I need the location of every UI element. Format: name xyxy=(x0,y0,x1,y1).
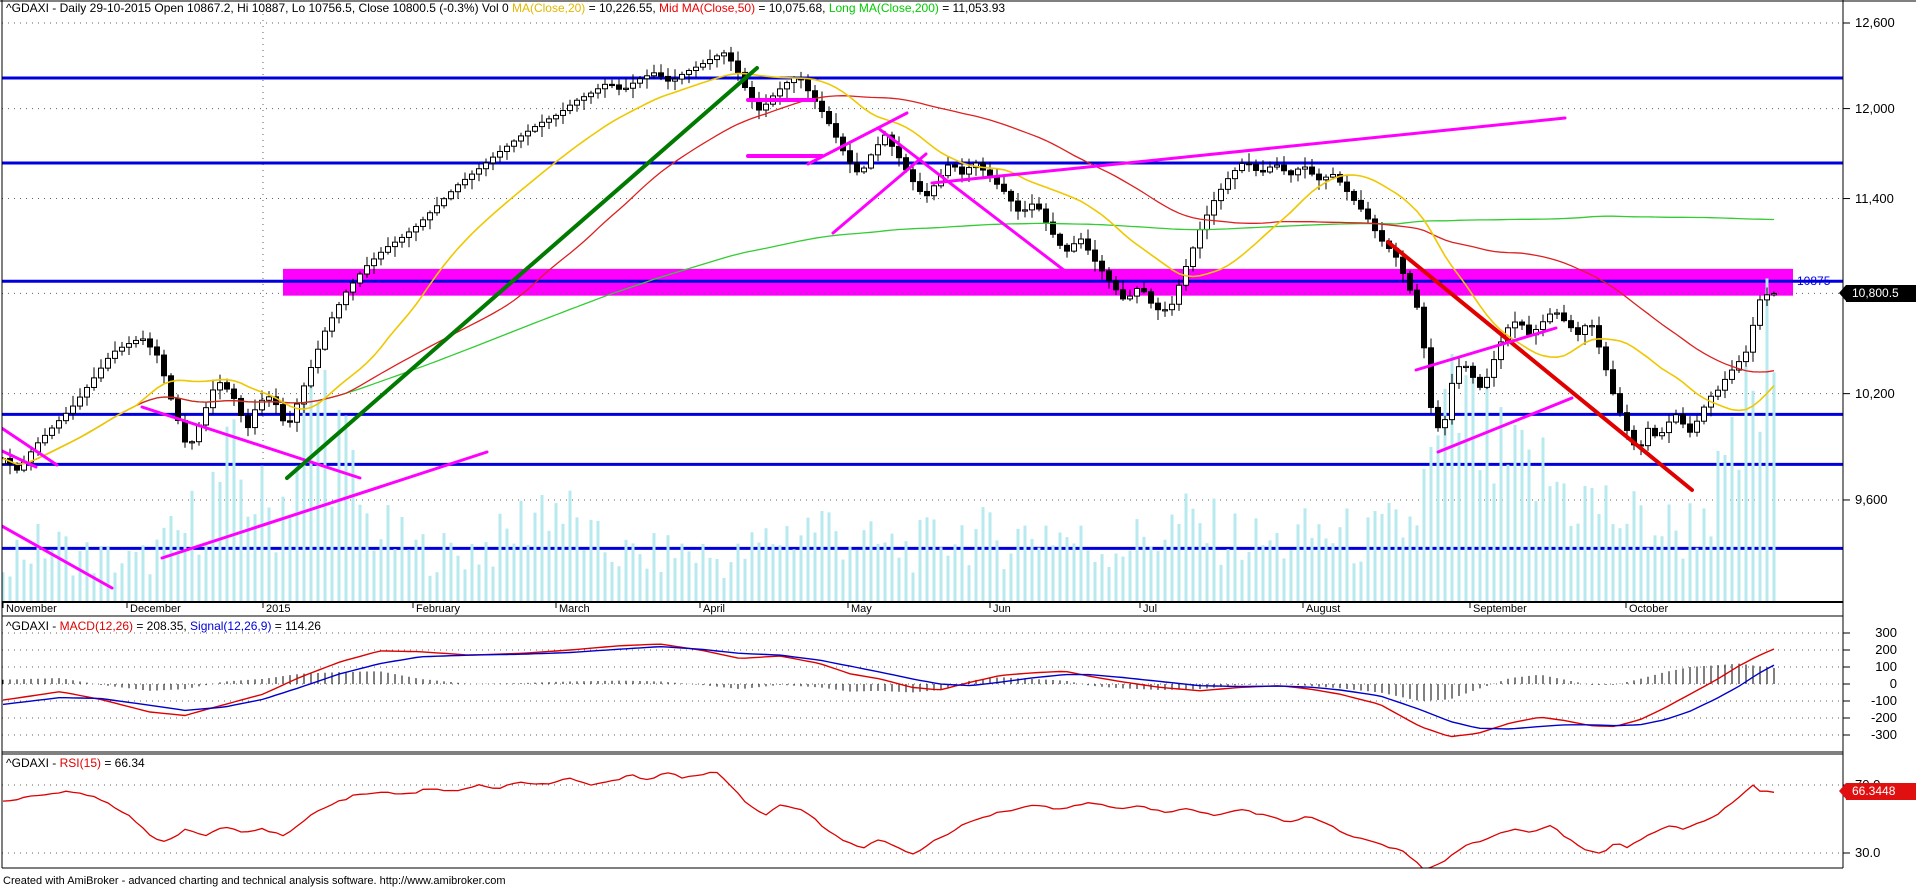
macd-axis-tick-label: 300 xyxy=(1875,625,1897,640)
rsi-pane-title: ^GDAXI - RSI(15) = 66.34 xyxy=(6,756,145,770)
last-price-value: 10,800.5 xyxy=(1852,285,1899,300)
macd-axis-tick-label: -200 xyxy=(1870,710,1897,725)
title-segment: Signal(12,26,9) xyxy=(190,619,272,633)
rsi-value: 66.3448 xyxy=(1852,783,1896,798)
title-segment: = 208.35, xyxy=(133,619,191,633)
footer-credit: Created with AmiBroker - advanced charti… xyxy=(3,875,506,887)
price-axis-tick-label: 11,400 xyxy=(1855,190,1894,206)
rsi-axis-tick-label: 30.0 xyxy=(1855,845,1881,860)
title-segment: ^GDAXI - Daily 29-10-2015 Open 10867.2, … xyxy=(6,1,512,15)
price-axis-tick-label: 12,000 xyxy=(1855,100,1895,116)
month-label: December xyxy=(130,603,181,615)
month-label: 2015 xyxy=(266,603,291,615)
macd-axis-tick-label: 100 xyxy=(1875,659,1897,674)
title-segment: MA(Close,20) xyxy=(511,1,586,15)
tag-arrow-icon xyxy=(1839,782,1846,799)
title-segment: RSI(15) xyxy=(59,756,101,770)
macd-axis-tick-label: -100 xyxy=(1870,693,1897,708)
macd-axis-tick-label: 200 xyxy=(1875,642,1897,657)
rsi-value-tag: 66.3448 xyxy=(1839,782,1916,800)
title-segment: Mid MA(Close,50) xyxy=(659,1,756,15)
month-label: Jul xyxy=(1143,603,1158,615)
title-segment: Long MA(Close,200) xyxy=(828,1,939,15)
month-label: February xyxy=(416,603,461,615)
macd-axis-tick-label: 0 xyxy=(1889,676,1897,691)
title-segment: = 114.26 xyxy=(271,619,321,633)
title-segment: = 10,075.68, xyxy=(755,1,829,15)
price-pane-title: ^GDAXI - Daily 29-10-2015 Open 10867.2, … xyxy=(6,1,1005,15)
title-segment: ^GDAXI - xyxy=(6,619,60,633)
title-segment: MACD(12,26) xyxy=(59,619,133,633)
price-axis-tick-label: 9,600 xyxy=(1855,491,1888,507)
month-label: November xyxy=(6,603,57,615)
title-segment: = 10,226.55, xyxy=(585,1,660,15)
month-label: March xyxy=(559,603,590,615)
month-label: May xyxy=(851,603,872,615)
band-price-label: 10875 xyxy=(1797,274,1831,289)
month-label: Jun xyxy=(993,603,1011,615)
price-axis-tick-label: 10,200 xyxy=(1855,385,1895,401)
macd-axis-tick-label: -300 xyxy=(1870,727,1897,742)
title-segment: = 11,053.93 xyxy=(938,1,1006,15)
macd-pane-title: ^GDAXI - MACD(12,26) = 208.35, Signal(12… xyxy=(6,619,321,633)
month-label: September xyxy=(1473,603,1527,615)
price-axis-tick-label: 12,600 xyxy=(1855,15,1895,30)
month-label: April xyxy=(703,603,726,615)
tag-arrow-icon xyxy=(1839,284,1846,301)
last-price-tag: 10,800.5 xyxy=(1839,284,1916,302)
title-segment: ^GDAXI - xyxy=(6,756,60,770)
title-segment: = 66.34 xyxy=(100,756,145,770)
month-label: August xyxy=(1306,603,1341,615)
month-label: October xyxy=(1629,603,1669,615)
